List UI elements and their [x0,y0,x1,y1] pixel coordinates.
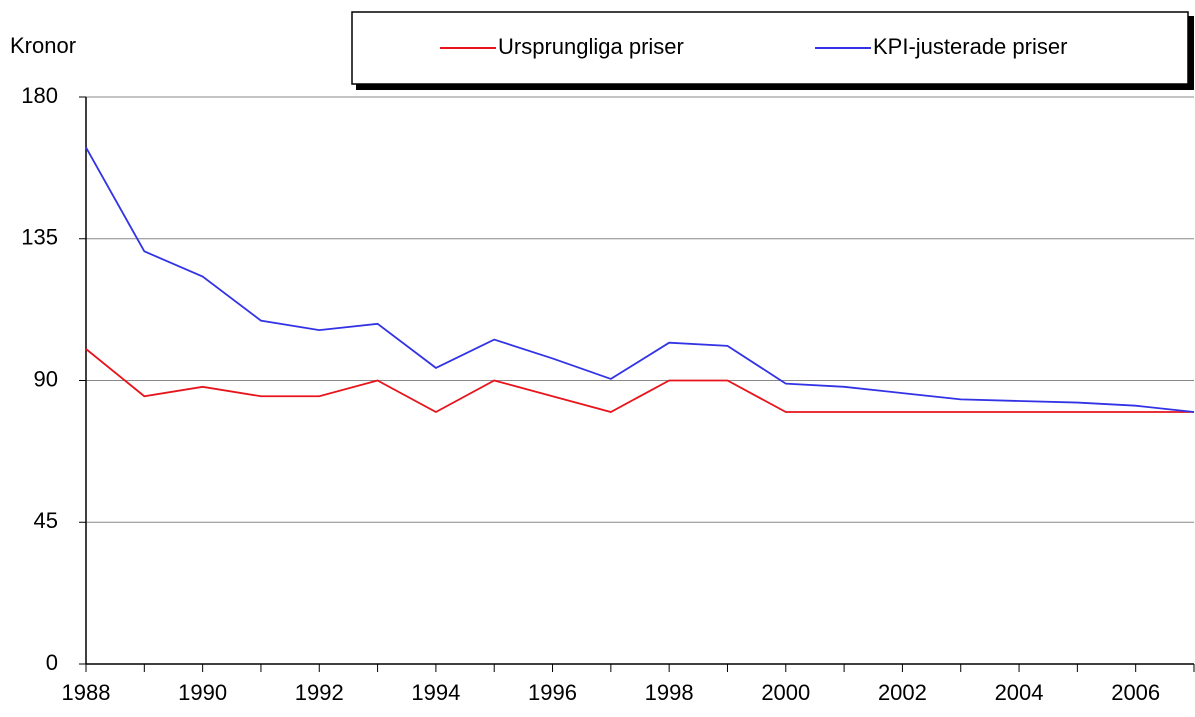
y-tick-label: 0 [46,650,58,675]
legend-label: KPI-justerade priser [873,34,1067,59]
x-tick-label: 2006 [1111,680,1160,705]
x-tick-label: 1996 [528,680,577,705]
legend-label: Ursprungliga priser [498,34,684,59]
y-tick-label: 135 [21,225,58,250]
x-tick-label: 1990 [178,680,227,705]
data-line [85,348,1194,414]
y-tick-label: 180 [21,83,58,108]
y-tick-label: 90 [34,366,58,391]
x-tick-label: 1998 [645,680,694,705]
x-tick-label: 2004 [995,680,1044,705]
y-axis-label: Kronor [10,33,76,58]
x-tick-label: 2000 [761,680,810,705]
x-tick-label: 2002 [878,680,927,705]
x-tick-label: 1988 [62,680,111,705]
data-line [85,146,1195,413]
x-tick-label: 1994 [411,680,460,705]
y-tick-label: 45 [34,508,58,533]
x-tick-label: 1992 [295,680,344,705]
